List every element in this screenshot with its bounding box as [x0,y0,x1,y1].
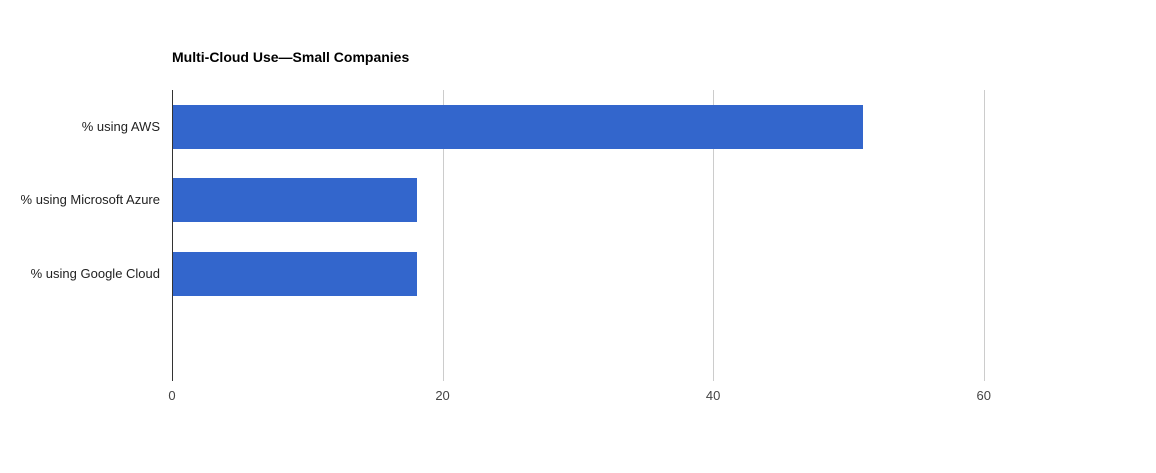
category-label: % using AWS [81,118,160,134]
gridline-x-40 [713,90,715,381]
category-label: % using Google Cloud [30,266,160,281]
bar--using-microsoft-azure[interactable] [173,178,417,223]
bar--using-aws[interactable] [173,104,863,149]
category-label: % using Microsoft Azure [20,192,160,208]
x-tick-label: 40 [705,388,721,403]
gridline-x-20 [442,90,444,381]
gridline-x-60 [983,90,985,381]
x-tick-label: 60 [976,388,991,403]
plot-area [172,90,1119,381]
axis-baseline [172,90,173,381]
x-tick-label: 20 [435,388,450,403]
x-tick-label: 0 [168,388,176,403]
bar--using-google-cloud[interactable] [173,252,417,296]
chart-title: Multi-Cloud Use—Small Companies [172,49,410,65]
